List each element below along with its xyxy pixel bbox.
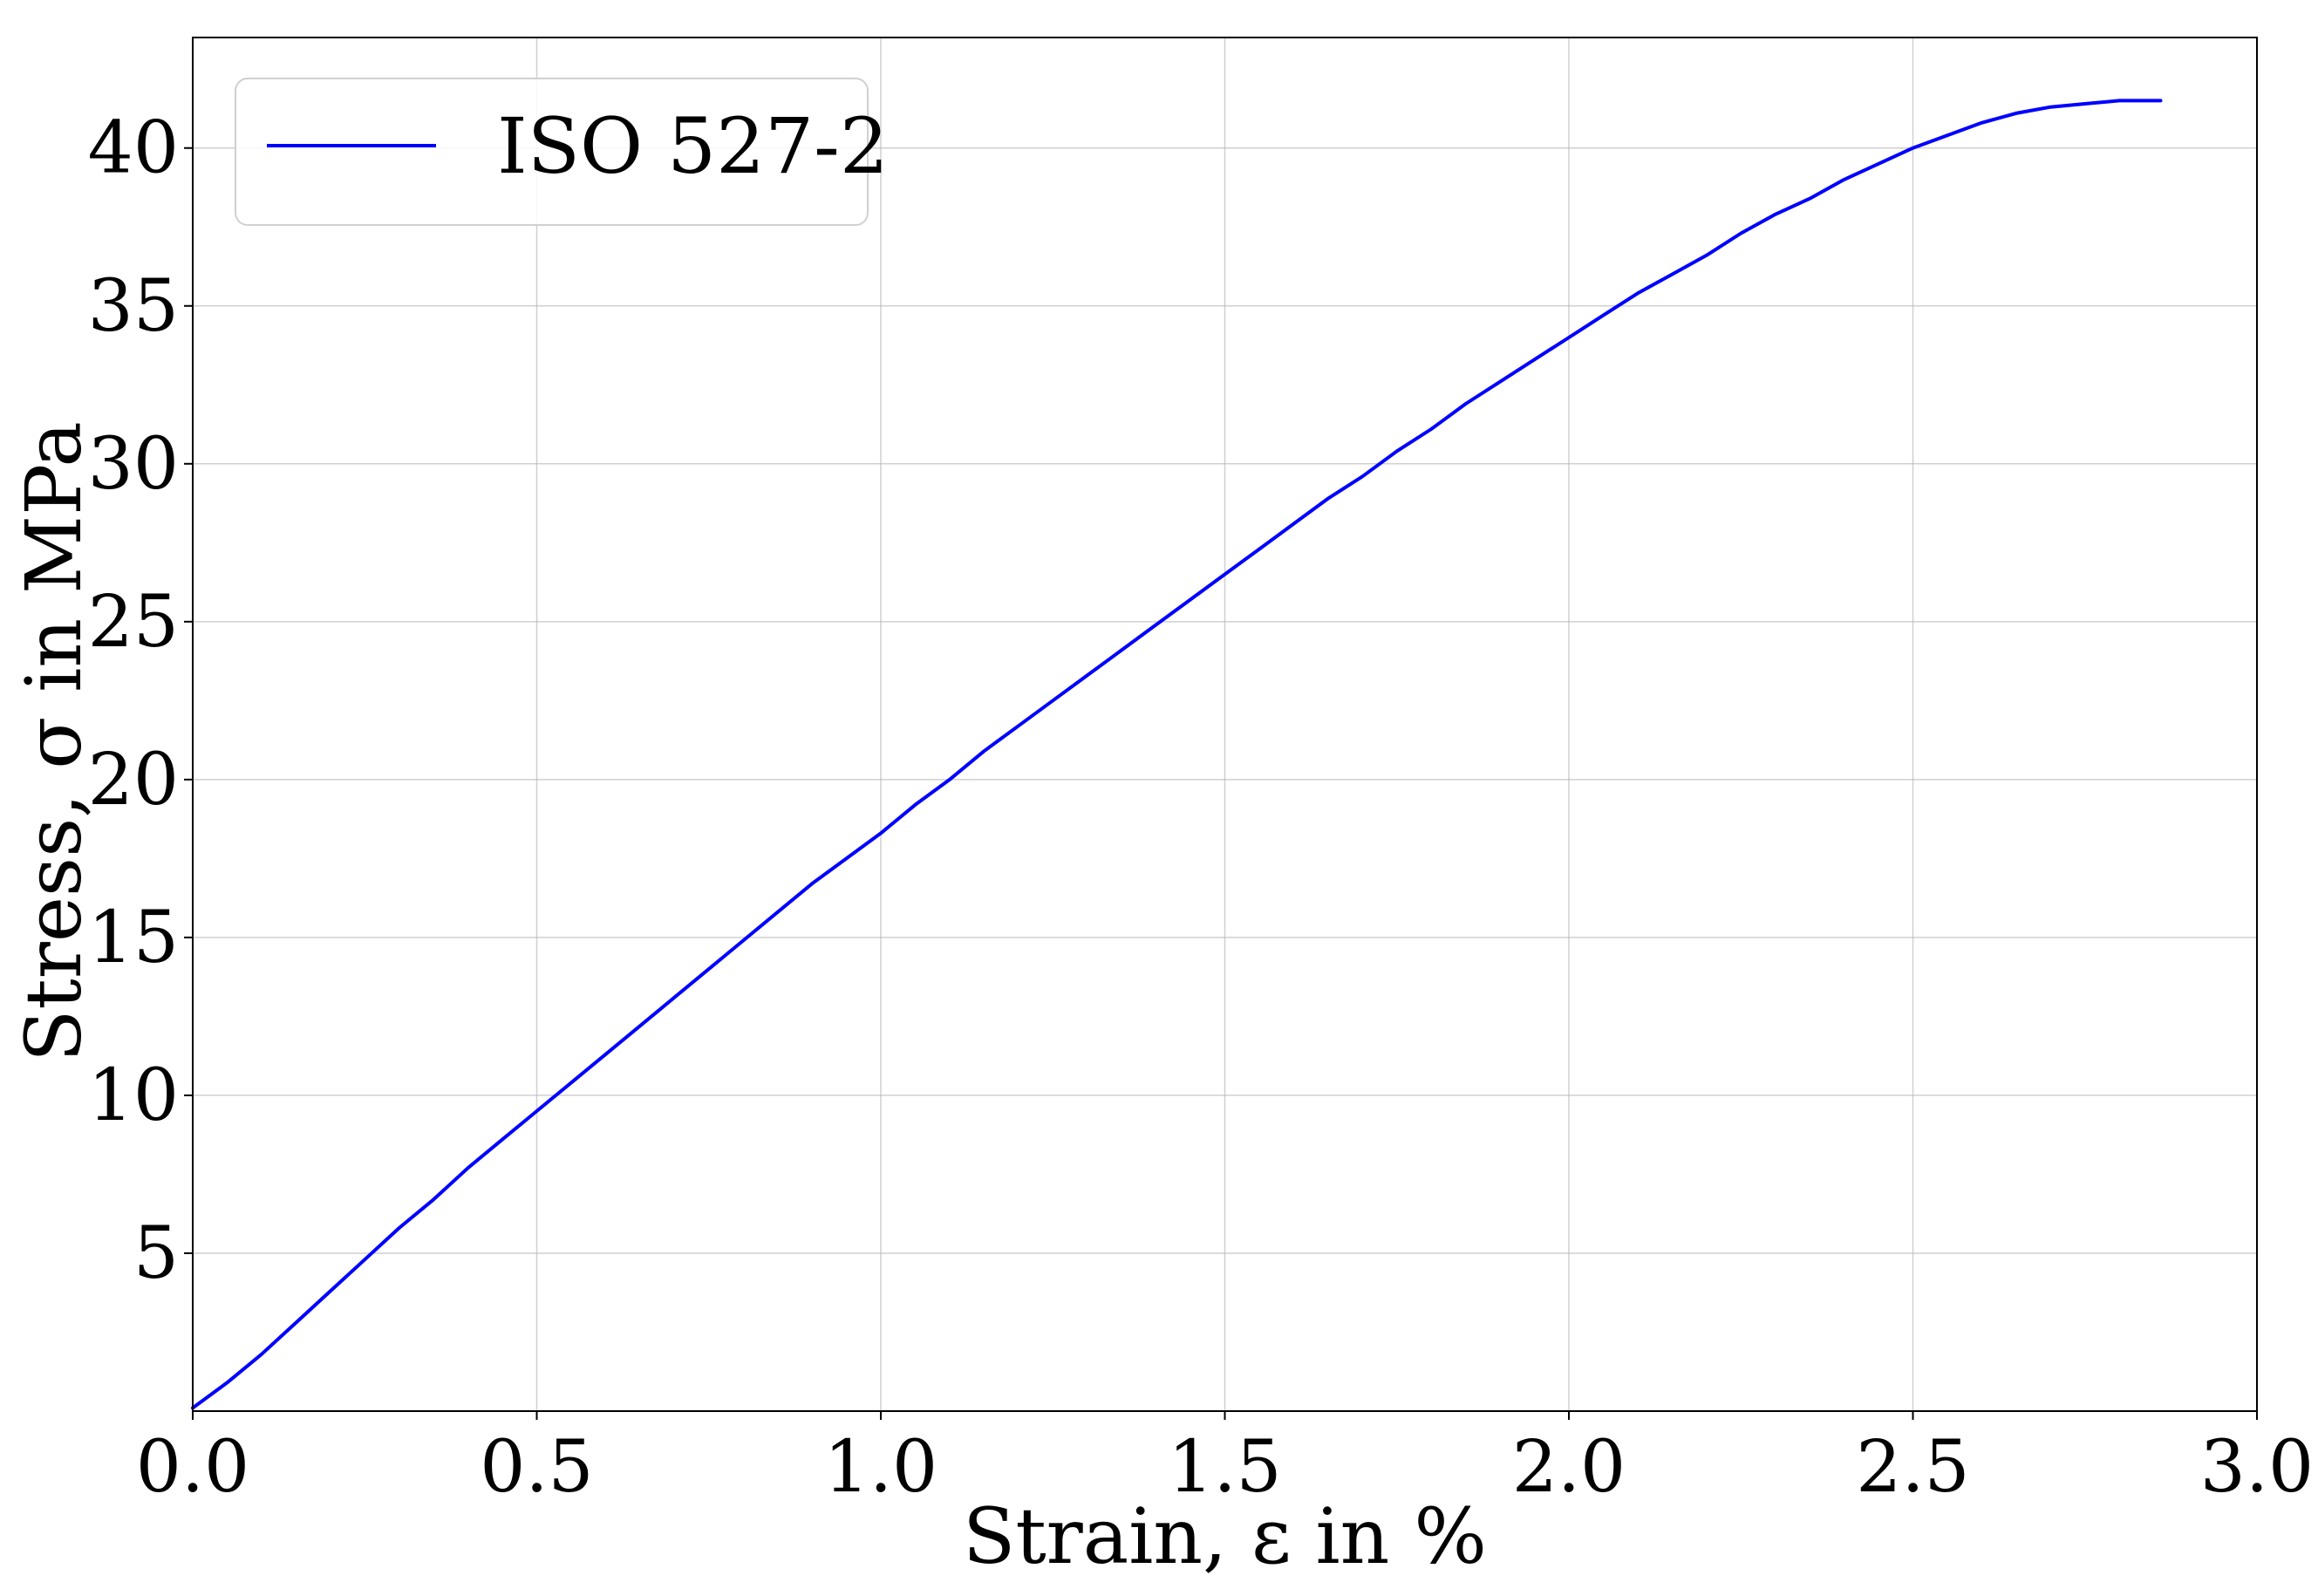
series-layer: [191, 99, 2163, 1410]
y-tick-label: 40: [88, 107, 179, 190]
x-tick-label: 1.5: [1168, 1426, 1281, 1509]
x-tick-label: 0.5: [480, 1426, 593, 1509]
y-tick-label: 30: [88, 423, 179, 506]
legend-label-iso-527-2: ISO 527-2: [497, 101, 889, 191]
x-tick-label: 1.0: [824, 1426, 937, 1509]
y-tick-label: 5: [133, 1212, 179, 1295]
y-tick-label: 10: [88, 1054, 179, 1137]
x-tick-label: 0.0: [136, 1426, 249, 1509]
legend: ISO 527-2: [235, 78, 889, 226]
grid-lines: [192, 38, 2258, 1411]
legend-box: [235, 78, 869, 226]
x-axis-ticks: 0.0 0.5 1.0 1.5 2.0 2.5 3.0: [136, 1411, 2314, 1509]
y-tick-label: 25: [88, 581, 179, 664]
series-line-iso-527-2: [191, 99, 2163, 1410]
y-axis-label: Stress, σ in MPa: [9, 421, 99, 1062]
x-tick-label: 2.0: [1512, 1426, 1626, 1509]
y-tick-label: 20: [88, 739, 179, 822]
x-axis-label: Strain, ε in %: [963, 1491, 1487, 1581]
y-tick-label: 35: [88, 265, 179, 348]
x-tick-label: 3.0: [2200, 1426, 2314, 1509]
x-tick-label: 2.5: [1856, 1426, 1969, 1509]
y-tick-label: 15: [88, 897, 179, 979]
y-axis-ticks: 5 10 15 20 25 30 35 40: [88, 107, 193, 1295]
